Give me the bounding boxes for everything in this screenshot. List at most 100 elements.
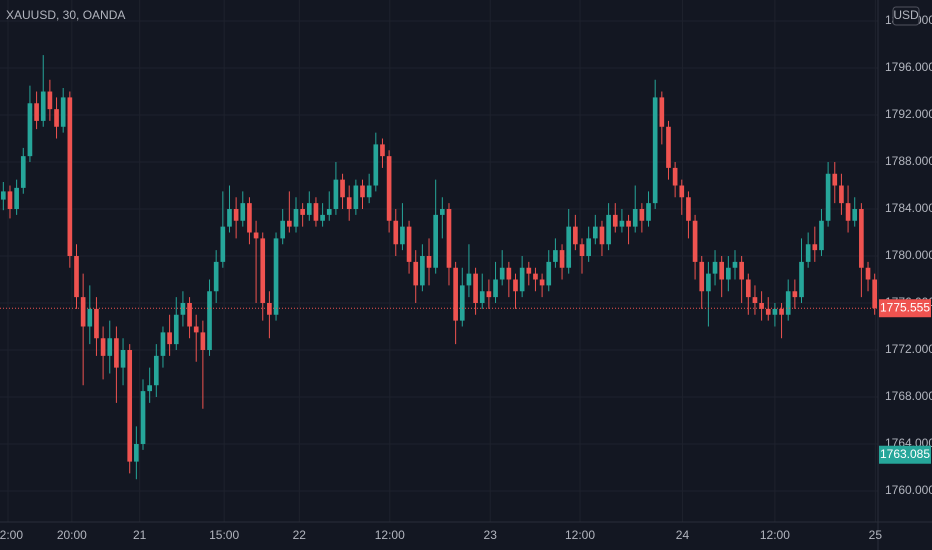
candle-body xyxy=(287,220,292,227)
candle-body xyxy=(34,103,39,121)
candle-body xyxy=(712,261,718,274)
candle-body xyxy=(433,214,439,268)
candle-body xyxy=(346,197,352,210)
candle-body xyxy=(127,349,133,462)
candle-body xyxy=(706,273,711,292)
candle-body xyxy=(732,261,738,268)
x-tick-label: 12:00 xyxy=(0,528,23,542)
currency-label[interactable]: USD xyxy=(893,8,919,22)
candle-body xyxy=(167,332,172,345)
candle-body xyxy=(679,185,685,198)
candle-body xyxy=(486,291,492,298)
candle-body xyxy=(686,197,691,221)
candle-body xyxy=(326,209,332,215)
candle-body xyxy=(499,267,505,280)
candle-body xyxy=(340,179,345,198)
line-price-box xyxy=(879,445,931,464)
candle-body xyxy=(247,203,252,233)
x-tick-label: 15:00 xyxy=(209,528,239,542)
candle-body xyxy=(506,267,512,280)
candle-body xyxy=(812,244,818,251)
candle-body xyxy=(612,214,618,227)
y-tick-label: 1772.000 xyxy=(885,342,932,356)
candle-body xyxy=(579,244,585,257)
candle-body xyxy=(80,297,86,327)
candle-body xyxy=(87,308,93,327)
candle-body xyxy=(180,303,186,315)
candle-body xyxy=(140,391,146,444)
candle-body xyxy=(726,267,731,280)
candle-body xyxy=(619,220,625,227)
candle-body xyxy=(94,308,99,339)
candle-body xyxy=(845,203,851,221)
candle-body xyxy=(213,261,219,292)
y-tick-label: 1768.000 xyxy=(885,389,932,403)
candle-body xyxy=(859,209,864,268)
candle-body xyxy=(353,185,359,210)
candle-body xyxy=(27,103,33,157)
y-tick-label: 1796.000 xyxy=(885,60,932,74)
candle-body xyxy=(872,279,878,309)
candle-body xyxy=(54,109,59,127)
currency-box[interactable] xyxy=(892,6,920,26)
candle-body xyxy=(240,203,246,221)
candle-body xyxy=(360,185,365,198)
x-tick-label: 23 xyxy=(484,528,498,542)
candle-body xyxy=(473,273,478,304)
candle-body xyxy=(819,220,824,251)
line-price-label: 1763.085 xyxy=(880,447,930,461)
candle-body xyxy=(533,273,538,280)
candle-body xyxy=(147,385,152,392)
candle-body xyxy=(592,226,598,239)
candle-body xyxy=(134,443,139,462)
candle-body xyxy=(260,238,266,304)
candle-body xyxy=(566,226,572,268)
candle-body xyxy=(785,291,791,315)
candle-body xyxy=(100,338,106,356)
candle-body xyxy=(692,220,698,262)
candle-body xyxy=(207,291,212,350)
candle-body xyxy=(74,256,79,298)
candle-body xyxy=(0,191,6,200)
candle-body xyxy=(306,203,312,215)
candle-body xyxy=(380,144,385,157)
y-tick-label: 1780.000 xyxy=(885,248,932,262)
candle-body xyxy=(373,144,379,186)
candle-body xyxy=(386,156,392,221)
candle-body xyxy=(439,209,445,215)
candle-body xyxy=(759,303,764,309)
x-tick-label: 20:00 xyxy=(57,528,87,542)
candle-body xyxy=(765,308,771,315)
candle-body xyxy=(659,97,665,127)
candle-body xyxy=(320,214,325,221)
candle-body xyxy=(300,209,305,215)
candle-body xyxy=(459,285,465,321)
candle-body xyxy=(739,261,744,280)
candle-body xyxy=(646,203,651,221)
candle-body xyxy=(273,238,279,315)
candle-body xyxy=(666,126,671,168)
candle-body xyxy=(453,267,458,321)
candle-body xyxy=(546,261,552,286)
candle-body xyxy=(586,238,591,257)
x-tick-label: 21 xyxy=(133,528,147,542)
candle-body xyxy=(672,167,678,186)
candle-body xyxy=(366,185,372,198)
candle-body xyxy=(193,326,199,333)
candle-body xyxy=(652,97,658,204)
candle-body xyxy=(553,250,558,262)
candle-body xyxy=(832,173,838,186)
candle-body xyxy=(825,173,831,221)
candle-body xyxy=(107,338,113,356)
candle-body xyxy=(752,297,758,304)
candle-body xyxy=(420,256,425,286)
candle-body xyxy=(233,209,239,221)
candle-body xyxy=(313,203,319,221)
candle-body xyxy=(47,91,53,110)
candle-body xyxy=(173,314,179,345)
candle-body xyxy=(114,338,119,368)
candle-body xyxy=(227,209,232,227)
candle-body xyxy=(220,226,226,262)
candle-body xyxy=(153,355,159,386)
candle-body xyxy=(772,308,778,315)
